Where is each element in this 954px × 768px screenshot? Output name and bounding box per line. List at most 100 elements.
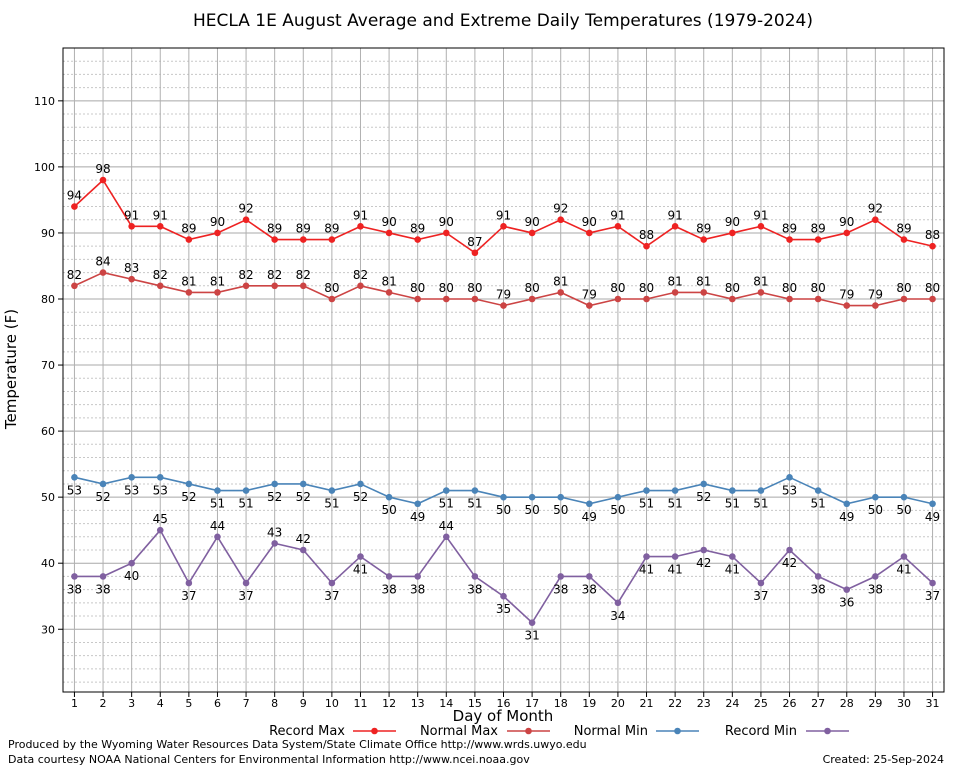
- data-point: [71, 573, 78, 580]
- data-label: 49: [410, 510, 425, 524]
- data-label: 53: [782, 483, 797, 497]
- data-point: [385, 289, 393, 296]
- data-point: [900, 295, 908, 303]
- data-label: 51: [811, 497, 826, 511]
- footer-created: Created: 25-Sep-2024: [823, 753, 944, 766]
- x-tick-label: 23: [697, 697, 711, 710]
- data-point: [671, 553, 679, 560]
- data-point: [872, 493, 879, 501]
- legend-item: Normal Min: [574, 724, 699, 739]
- legend-label: Normal Min: [574, 724, 648, 739]
- y-tick-label: 40: [41, 557, 55, 570]
- chart-title: HECLA 1E August Average and Extreme Dail…: [193, 11, 813, 31]
- data-label: 51: [725, 497, 740, 511]
- data-label: 80: [896, 281, 911, 295]
- data-point: [357, 480, 364, 488]
- data-label: 51: [467, 497, 482, 511]
- data-label: 50: [524, 503, 539, 517]
- data-label: 35: [496, 602, 511, 616]
- data-point: [872, 216, 879, 224]
- data-label: 38: [410, 582, 425, 596]
- y-tick-label: 100: [34, 161, 55, 174]
- data-point: [385, 573, 393, 580]
- x-tick-label: 8: [271, 697, 278, 710]
- data-label: 90: [381, 215, 396, 229]
- data-label: 53: [67, 483, 82, 497]
- data-label: 89: [696, 222, 711, 236]
- legend-label: Normal Max: [420, 724, 498, 739]
- data-point: [71, 203, 78, 210]
- data-point: [471, 573, 479, 580]
- x-tick-label: 14: [439, 697, 453, 710]
- data-point: [99, 269, 107, 276]
- data-point: [414, 500, 421, 508]
- data-point: [929, 500, 936, 508]
- data-point: [156, 282, 164, 290]
- data-point: [271, 540, 278, 547]
- data-point: [786, 546, 793, 554]
- data-label: 80: [410, 281, 425, 295]
- data-point: [700, 289, 708, 296]
- data-point: [643, 295, 650, 303]
- data-label: 51: [238, 497, 253, 511]
- data-point: [185, 289, 193, 296]
- data-label: 41: [667, 563, 682, 577]
- data-point: [128, 275, 135, 283]
- x-axis: 1 2 3 4 5 6 7 8 9 10 11 12 13 14 15 16 17 18 19 20 21 22 23 24 2…: [71, 692, 940, 710]
- data-point: [500, 592, 507, 600]
- data-point: [586, 229, 593, 237]
- data-label: 52: [696, 490, 711, 504]
- data-point: [757, 579, 765, 587]
- data-label: 89: [782, 222, 797, 236]
- data-point: [528, 295, 536, 303]
- legend-swatch-marker: [674, 727, 681, 735]
- data-point: [671, 487, 679, 494]
- data-label: 49: [582, 510, 597, 524]
- data-label: 38: [95, 582, 110, 596]
- x-tick-label: 12: [382, 697, 396, 710]
- x-tick-label: 31: [926, 697, 940, 710]
- data-point: [643, 487, 650, 494]
- data-label: 81: [381, 274, 396, 288]
- data-label: 31: [524, 629, 539, 643]
- x-tick-label: 29: [868, 697, 882, 710]
- data-point: [185, 579, 193, 587]
- data-label: 89: [267, 222, 282, 236]
- data-point: [185, 236, 193, 243]
- data-label: 80: [925, 281, 940, 295]
- data-point: [299, 480, 307, 488]
- data-label: 80: [324, 281, 339, 295]
- data-label: 52: [95, 490, 110, 504]
- data-label: 52: [181, 490, 196, 504]
- data-point: [814, 487, 822, 494]
- data-point: [757, 487, 765, 494]
- data-label: 50: [610, 503, 625, 517]
- data-label: 81: [181, 274, 196, 288]
- data-label: 37: [753, 589, 768, 603]
- data-label: 80: [524, 281, 539, 295]
- data-point: [471, 295, 479, 303]
- data-point: [586, 500, 593, 508]
- data-label: 42: [782, 556, 797, 570]
- data-label: 52: [296, 490, 311, 504]
- x-tick-label: 7: [243, 697, 250, 710]
- data-label: 38: [467, 582, 482, 596]
- data-point: [586, 302, 593, 309]
- x-tick-label: 24: [725, 697, 739, 710]
- data-label: 82: [67, 268, 82, 282]
- data-label: 34: [610, 609, 625, 623]
- data-label: 36: [839, 596, 854, 610]
- y-tick-label: 50: [41, 491, 55, 504]
- data-point: [471, 487, 479, 494]
- data-label: 52: [353, 490, 368, 504]
- data-point: [614, 295, 622, 303]
- data-label: 38: [67, 582, 82, 596]
- data-point: [414, 573, 421, 580]
- data-label: 38: [868, 582, 883, 596]
- data-label: 50: [381, 503, 396, 517]
- data-label: 80: [725, 281, 740, 295]
- data-label: 92: [868, 202, 883, 216]
- data-label: 50: [553, 503, 568, 517]
- data-label: 51: [324, 497, 339, 511]
